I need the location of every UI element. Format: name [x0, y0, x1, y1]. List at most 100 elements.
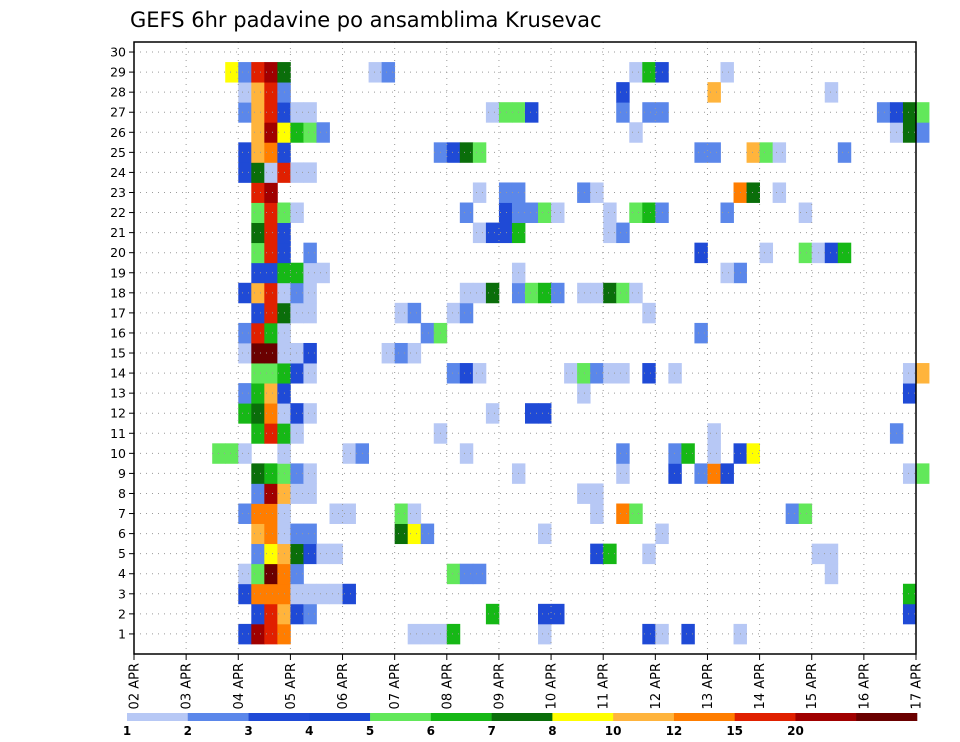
precip-cell — [616, 102, 630, 123]
x-tick-label: 03 APR — [180, 663, 195, 709]
precip-cell — [394, 523, 409, 545]
precip-cell — [394, 302, 409, 324]
precip-cell — [642, 363, 656, 384]
precip-cell — [290, 563, 304, 585]
precip-cell — [577, 282, 591, 304]
precip-cell — [251, 463, 265, 484]
y-tick-label: 11 — [110, 426, 126, 441]
precip-cell — [707, 463, 721, 484]
y-tick-label: 26 — [110, 125, 126, 140]
precip-cell — [629, 202, 643, 223]
precip-cell — [902, 583, 917, 605]
y-tick-label: 25 — [110, 145, 126, 160]
precip-cell — [459, 302, 474, 324]
precip-cell — [459, 363, 474, 384]
legend-tick-label: 6 — [427, 724, 435, 738]
precip-cell — [694, 463, 708, 484]
precip-cell — [303, 302, 317, 324]
precip-cell — [290, 342, 304, 364]
precip-cell — [238, 102, 252, 123]
precip-cell — [824, 543, 839, 565]
precip-cell — [746, 182, 760, 203]
y-tick-label: 23 — [110, 185, 126, 200]
y-tick-label: 29 — [110, 65, 126, 80]
precip-cell — [551, 603, 565, 625]
x-axis-ticks: 02 APR 03 APR 04 APR 05 APR 06 APR 07 APR 08 A… — [128, 654, 925, 709]
precip-cell — [264, 423, 278, 444]
precip-cell — [264, 403, 278, 424]
precip-cell — [498, 222, 513, 244]
precip-cell — [707, 82, 721, 103]
precip-cell — [251, 523, 265, 545]
precip-cell — [264, 563, 278, 585]
precip-cell — [303, 242, 317, 264]
legend-tick-label: 3 — [244, 724, 252, 738]
precipitation-cells — [212, 62, 930, 645]
precip-cell — [629, 62, 643, 83]
y-tick-label: 2 — [118, 606, 126, 621]
legend-swatch — [309, 713, 371, 721]
precip-cell — [525, 403, 539, 424]
precip-cell — [746, 443, 760, 464]
precip-cell — [264, 383, 278, 404]
precip-cell — [616, 282, 630, 304]
precip-cell — [642, 543, 656, 565]
precip-cell — [837, 242, 852, 264]
y-tick-label: 5 — [118, 546, 126, 561]
precip-cell — [420, 623, 435, 645]
y-tick-label: 28 — [110, 85, 126, 100]
precip-cell — [264, 623, 278, 645]
x-tick-label: 17 APR — [910, 663, 925, 709]
legend-tick-label: 1 — [123, 724, 131, 738]
precip-cell — [694, 142, 708, 163]
legend-tick-label: 12 — [666, 724, 683, 738]
precip-cell — [251, 322, 265, 344]
precip-cell — [290, 262, 304, 284]
precip-cell — [824, 563, 839, 585]
precip-cell — [290, 543, 304, 565]
y-tick-label: 21 — [110, 225, 126, 240]
precip-cell — [394, 503, 409, 524]
precip-cell — [251, 603, 265, 625]
precip-cell — [681, 443, 695, 464]
x-tick-label: 15 APR — [805, 663, 820, 709]
precip-cell — [303, 282, 317, 304]
legend-swatch — [795, 713, 857, 721]
precip-cell — [798, 202, 813, 223]
y-tick-label: 14 — [110, 366, 126, 381]
precip-cell — [577, 383, 591, 404]
precip-cell — [303, 102, 317, 123]
precip-cell — [251, 543, 265, 565]
precip-cell — [472, 182, 487, 203]
x-tick-label: 13 APR — [701, 663, 716, 709]
precip-cell — [577, 182, 591, 203]
y-tick-label: 7 — [118, 506, 126, 521]
legend-swatch — [370, 713, 432, 721]
precip-cell — [251, 302, 265, 324]
precip-cell — [485, 403, 500, 424]
precip-cell — [264, 202, 278, 223]
precip-cell — [394, 342, 409, 364]
precip-cell — [707, 423, 721, 444]
precip-cell — [342, 443, 356, 464]
precip-cell — [694, 242, 708, 264]
precip-cell — [603, 282, 617, 304]
precip-cell — [381, 342, 396, 364]
y-tick-label: 22 — [110, 205, 126, 220]
precip-cell — [564, 363, 578, 384]
precip-cell — [264, 603, 278, 625]
precip-cell — [485, 603, 500, 625]
precip-cell — [264, 463, 278, 484]
precip-cell — [290, 423, 304, 444]
legend-swatch — [248, 713, 310, 721]
precip-cell — [290, 583, 304, 605]
precip-cell — [420, 523, 435, 545]
precip-cell — [264, 142, 278, 163]
precip-cell — [303, 543, 317, 565]
legend-swatch — [552, 713, 614, 721]
precip-cell — [916, 102, 930, 123]
precip-cell — [916, 122, 930, 143]
precip-cell — [290, 463, 304, 484]
precip-cell — [264, 302, 278, 324]
